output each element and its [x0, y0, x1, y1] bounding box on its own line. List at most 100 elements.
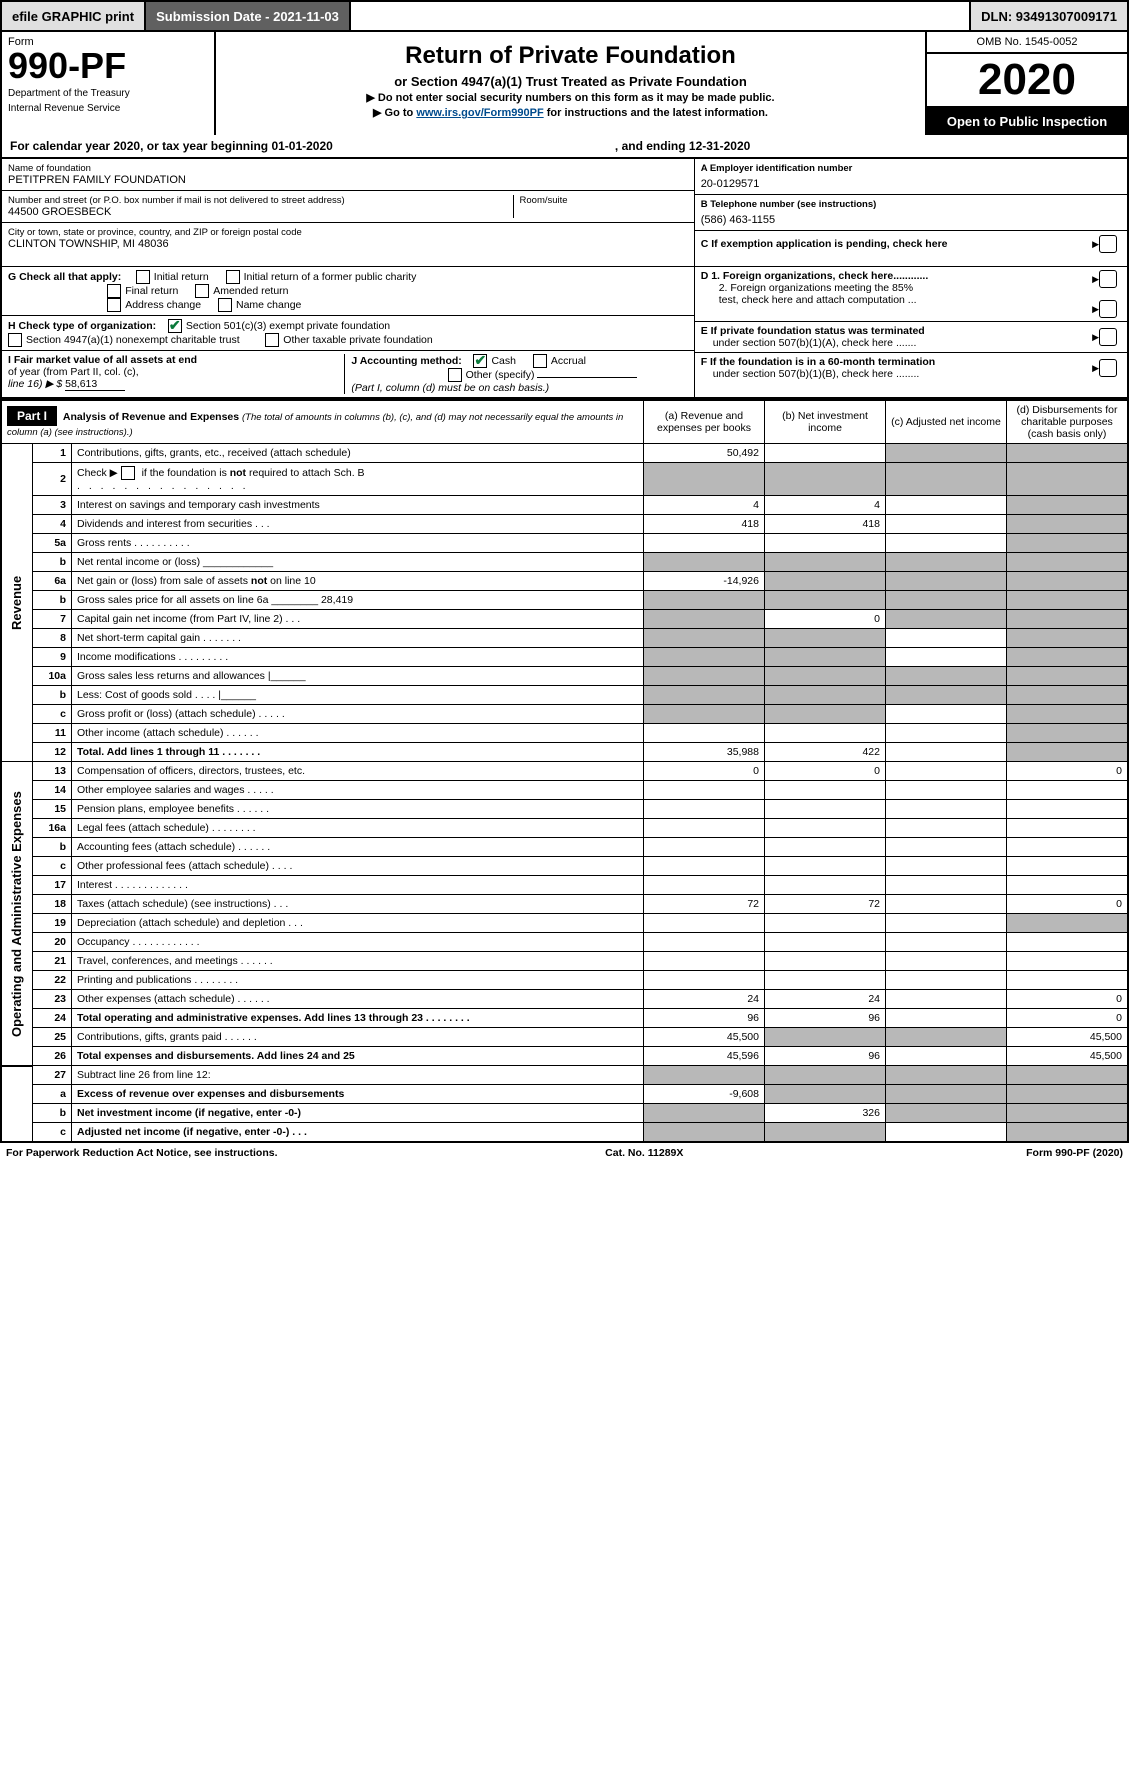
table-row: 22Printing and publications . . . . . . … — [1, 971, 1128, 990]
i-label-3: line 16) ▶ $ — [8, 378, 62, 390]
amended-return-checkbox[interactable] — [195, 284, 209, 298]
initial-return-checkbox[interactable] — [136, 270, 150, 284]
tax-year: 2020 — [927, 54, 1127, 108]
table-row: 12Total. Add lines 1 through 11 . . . . … — [1, 743, 1128, 762]
city-state-zip: CLINTON TOWNSHIP, MI 48036 — [8, 238, 688, 250]
note2-pre: ▶ Go to — [373, 107, 416, 119]
accrual-checkbox[interactable] — [533, 354, 547, 368]
501c3-label: Section 501(c)(3) exempt private foundat… — [186, 320, 390, 332]
form-header: Form 990-PF Department of the Treasury I… — [0, 32, 1129, 135]
final-return-checkbox[interactable] — [107, 284, 121, 298]
note2-post: for instructions and the latest informat… — [544, 107, 768, 119]
j-note: (Part I, column (d) must be on cash basi… — [351, 382, 549, 394]
table-row: 10aGross sales less returns and allowanc… — [1, 667, 1128, 686]
col-c-header: (c) Adjusted net income — [886, 400, 1007, 444]
table-row: Operating and Administrative Expenses13C… — [1, 762, 1128, 781]
table-row: 25Contributions, gifts, grants paid . . … — [1, 1028, 1128, 1047]
sch-b-checkbox[interactable] — [121, 466, 135, 480]
name-change-label: Name change — [236, 299, 301, 311]
exemption-pending-checkbox[interactable] — [1099, 235, 1117, 253]
h-label: H Check type of organization: — [8, 320, 156, 332]
d1-label: D 1. Foreign organizations, check here..… — [701, 270, 929, 282]
form-title: Return of Private Foundation — [222, 42, 919, 70]
e1-label: E If private foundation status was termi… — [701, 325, 925, 337]
i-label-2: of year (from Part II, col. (c), — [8, 366, 139, 378]
entity-info: Name of foundation PETITPREN FAMILY FOUN… — [0, 159, 1129, 266]
d1-checkbox[interactable] — [1099, 270, 1117, 288]
table-row: 6aNet gain or (loss) from sale of assets… — [1, 572, 1128, 591]
table-row: 26Total expenses and disbursements. Add … — [1, 1047, 1128, 1066]
table-row: bNet rental income or (loss) ___________… — [1, 553, 1128, 572]
e2-label: under section 507(b)(1)(A), check here .… — [701, 337, 917, 349]
instructions-line: ▶ Go to www.irs.gov/Form990PF for instru… — [222, 106, 919, 119]
other-taxable-label: Other taxable private foundation — [283, 334, 432, 346]
ssn-warning: ▶ Do not enter social security numbers o… — [222, 91, 919, 104]
table-row: 27Subtract line 26 from line 12: — [1, 1066, 1128, 1085]
amended-return-label: Amended return — [213, 285, 288, 297]
form-subtitle: or Section 4947(a)(1) Trust Treated as P… — [222, 74, 919, 89]
fmv-value: 58,613 — [65, 378, 125, 391]
other-method-checkbox[interactable] — [448, 368, 462, 382]
501c3-checkbox[interactable] — [168, 319, 182, 333]
final-return-label: Final return — [125, 285, 178, 297]
4947-checkbox[interactable] — [8, 333, 22, 347]
e-checkbox[interactable] — [1099, 328, 1117, 346]
table-row: cGross profit or (loss) (attach schedule… — [1, 705, 1128, 724]
initial-former-label: Initial return of a former public charit… — [244, 271, 417, 283]
name-change-checkbox[interactable] — [218, 298, 232, 312]
form-footer-label: Form 990-PF (2020) — [804, 1147, 1123, 1159]
table-row: bAccounting fees (attach schedule) . . .… — [1, 838, 1128, 857]
table-row: 11Other income (attach schedule) . . . .… — [1, 724, 1128, 743]
dept-irs: Internal Revenue Service — [8, 103, 208, 114]
phone-label: B Telephone number (see instructions) — [701, 199, 1121, 210]
i-label-1: I Fair market value of all assets at end — [8, 354, 197, 366]
other-taxable-checkbox[interactable] — [265, 333, 279, 347]
col-d-header: (d) Disbursements for charitable purpose… — [1007, 400, 1129, 444]
address-change-checkbox[interactable] — [107, 298, 121, 312]
room-label: Room/suite — [520, 195, 688, 206]
f1-label: F If the foundation is in a 60-month ter… — [701, 356, 936, 368]
table-row: 5aGross rents . . . . . . . . . . — [1, 534, 1128, 553]
table-row: 14Other employee salaries and wages . . … — [1, 781, 1128, 800]
table-row: aExcess of revenue over expenses and dis… — [1, 1085, 1128, 1104]
cash-checkbox[interactable] — [473, 354, 487, 368]
table-row: 2Check ▶ if the foundation is not requir… — [1, 463, 1128, 496]
other-method-label: Other (specify) — [466, 369, 535, 381]
efile-print-button[interactable]: efile GRAPHIC print — [2, 2, 146, 30]
addr-label: Number and street (or P.O. box number if… — [8, 195, 513, 206]
col-a-header: (a) Revenue and expenses per books — [644, 400, 765, 444]
dln-label: DLN: 93491307009171 — [969, 2, 1127, 30]
part1-table: Part I Analysis of Revenue and Expenses … — [0, 399, 1129, 1143]
table-row: Revenue1Contributions, gifts, grants, et… — [1, 444, 1128, 463]
top-bar: efile GRAPHIC print Submission Date - 20… — [0, 0, 1129, 32]
table-row: bNet investment income (if negative, ent… — [1, 1104, 1128, 1123]
f2-label: under section 507(b)(1)(B), check here .… — [701, 368, 920, 380]
instructions-link[interactable]: www.irs.gov/Form990PF — [416, 107, 543, 119]
page-footer: For Paperwork Reduction Act Notice, see … — [0, 1143, 1129, 1163]
arrow-icon — [1092, 273, 1099, 285]
table-row: 19Depreciation (attach schedule) and dep… — [1, 914, 1128, 933]
table-row: cAdjusted net income (if negative, enter… — [1, 1123, 1128, 1143]
initial-former-checkbox[interactable] — [226, 270, 240, 284]
ein-value: 20-0129571 — [701, 174, 1121, 190]
street-address: 44500 GROESBECK — [8, 206, 513, 218]
table-row: 7Capital gain net income (from Part IV, … — [1, 610, 1128, 629]
initial-return-label: Initial return — [154, 271, 209, 283]
table-row: 16aLegal fees (attach schedule) . . . . … — [1, 819, 1128, 838]
address-change-label: Address change — [125, 299, 201, 311]
table-row: 8Net short-term capital gain . . . . . .… — [1, 629, 1128, 648]
open-to-public: Open to Public Inspection — [927, 108, 1127, 135]
ein-label: A Employer identification number — [701, 163, 1121, 174]
city-label: City or town, state or province, country… — [8, 227, 688, 238]
f-checkbox[interactable] — [1099, 359, 1117, 377]
cal-end: , and ending 12-31-2020 — [615, 139, 1119, 153]
col-b-header: (b) Net investment income — [765, 400, 886, 444]
cat-number: Cat. No. 11289X — [485, 1147, 804, 1159]
g-label: G Check all that apply: — [8, 271, 121, 283]
table-row: cOther professional fees (attach schedul… — [1, 857, 1128, 876]
table-row: bGross sales price for all assets on lin… — [1, 591, 1128, 610]
d2-checkbox[interactable] — [1099, 300, 1117, 318]
part1-title: Analysis of Revenue and Expenses — [63, 411, 239, 423]
foundation-name: PETITPREN FAMILY FOUNDATION — [8, 174, 688, 186]
table-row: 3Interest on savings and temporary cash … — [1, 496, 1128, 515]
